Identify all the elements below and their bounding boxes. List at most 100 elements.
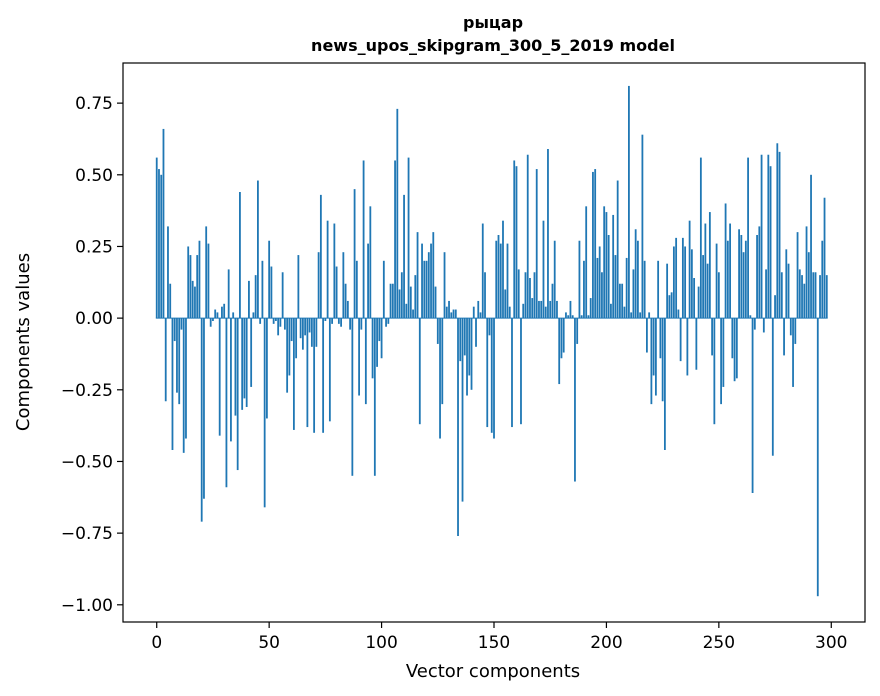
- bar: [753, 318, 756, 330]
- bar: [313, 318, 316, 433]
- bar: [367, 243, 369, 319]
- bar: [729, 223, 731, 319]
- bar: [502, 220, 504, 319]
- bar: [463, 318, 466, 356]
- bar: [650, 318, 653, 405]
- bar: [169, 283, 172, 319]
- bar: [376, 318, 378, 367]
- bar: [254, 275, 257, 319]
- bar: [677, 309, 680, 319]
- bar: [257, 180, 259, 319]
- bar: [684, 246, 687, 319]
- bar: [589, 298, 592, 319]
- bar: [360, 318, 363, 330]
- bar: [176, 318, 178, 393]
- bar: [252, 312, 255, 319]
- bar: [549, 300, 552, 319]
- bar: [720, 318, 722, 405]
- bar: [544, 306, 547, 319]
- bar: [556, 300, 558, 319]
- bar: [475, 318, 477, 347]
- bar: [601, 272, 603, 319]
- bar: [805, 226, 808, 319]
- bar: [526, 154, 529, 319]
- bar: [317, 252, 320, 319]
- bar: [400, 272, 403, 319]
- bar: [731, 318, 734, 359]
- bar: [672, 246, 675, 319]
- bar: [405, 303, 408, 319]
- bar: [445, 306, 448, 319]
- bar: [272, 318, 275, 324]
- bar: [762, 318, 765, 333]
- bar: [283, 318, 286, 330]
- y-tick-label: −0.75: [61, 524, 113, 544]
- bar: [335, 266, 338, 319]
- bar: [747, 157, 749, 319]
- bar: [738, 229, 740, 319]
- bar: [538, 300, 540, 319]
- bar: [452, 309, 455, 319]
- bar: [331, 318, 334, 324]
- y-tick-label: −0.25: [61, 381, 113, 401]
- bar: [789, 318, 792, 336]
- bar: [724, 203, 727, 319]
- bar: [333, 223, 336, 319]
- bar-series: [155, 85, 828, 597]
- bar: [825, 275, 828, 319]
- bar: [266, 318, 268, 419]
- bar: [744, 240, 747, 319]
- bar: [299, 318, 302, 339]
- bar: [722, 318, 725, 387]
- bar: [216, 312, 219, 319]
- bar: [470, 318, 473, 390]
- bar: [535, 169, 538, 319]
- bar: [182, 318, 185, 453]
- bar: [511, 318, 513, 428]
- bar: [688, 220, 691, 319]
- bar: [807, 252, 810, 319]
- bar: [670, 292, 673, 319]
- bar: [663, 318, 666, 450]
- bar: [403, 194, 405, 319]
- bar: [200, 318, 203, 522]
- bar: [225, 318, 228, 488]
- bar: [493, 318, 495, 439]
- bar: [436, 318, 439, 344]
- bar: [542, 220, 545, 319]
- bar: [792, 318, 794, 387]
- bar: [324, 318, 327, 321]
- bar: [414, 275, 417, 319]
- bar: [423, 260, 426, 319]
- bar: [733, 318, 736, 382]
- bar: [207, 243, 210, 319]
- bar: [421, 243, 423, 319]
- x-tick-label: 250: [703, 633, 735, 653]
- bar: [158, 169, 160, 319]
- bar: [279, 318, 282, 327]
- bar: [690, 249, 693, 319]
- bar: [515, 166, 518, 319]
- bar: [407, 157, 410, 319]
- bar: [659, 318, 662, 359]
- bar: [578, 240, 581, 319]
- bar: [457, 318, 459, 536]
- bar: [814, 272, 817, 319]
- y-tick-label: −0.50: [61, 452, 113, 472]
- y-tick-label: −1.00: [61, 596, 113, 616]
- bar: [571, 315, 574, 319]
- bar: [610, 303, 612, 319]
- bar: [191, 280, 194, 319]
- bar: [513, 160, 516, 319]
- bar: [533, 272, 536, 319]
- bar: [461, 318, 464, 502]
- bar: [517, 269, 520, 319]
- bar: [342, 252, 345, 319]
- bar: [639, 312, 642, 319]
- bar: [243, 318, 246, 399]
- bar: [443, 252, 446, 319]
- bar: [630, 312, 633, 319]
- bar: [711, 318, 713, 356]
- bar: [776, 143, 779, 319]
